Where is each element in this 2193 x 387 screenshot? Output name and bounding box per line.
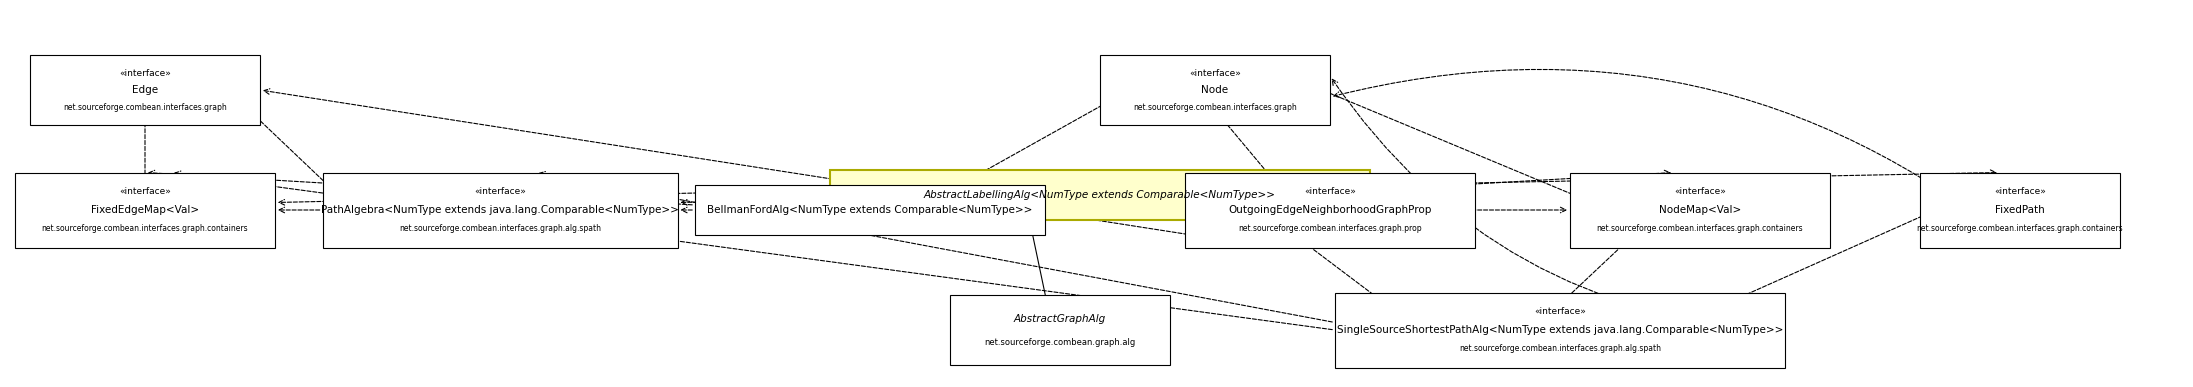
- Text: BellmanFordAlg<NumType extends Comparable<NumType>>: BellmanFordAlg<NumType extends Comparabl…: [708, 205, 1033, 215]
- Text: «interface»: «interface»: [118, 187, 171, 197]
- Bar: [1101, 55, 1329, 125]
- Text: AbstractLabellingAlg<NumType extends Comparable<NumType>>: AbstractLabellingAlg<NumType extends Com…: [923, 190, 1276, 200]
- Text: net.sourceforge.combean.graph.alg: net.sourceforge.combean.graph.alg: [985, 338, 1136, 347]
- Text: Node: Node: [1202, 85, 1228, 95]
- Text: net.sourceforge.combean.interfaces.graph.containers: net.sourceforge.combean.interfaces.graph…: [1917, 224, 2123, 233]
- Text: «interface»: «interface»: [1993, 187, 2046, 197]
- Text: net.sourceforge.combean.interfaces.graph.alg.spath: net.sourceforge.combean.interfaces.graph…: [399, 224, 601, 233]
- Bar: [1921, 173, 2121, 248]
- Text: FixedEdgeMap<Val>: FixedEdgeMap<Val>: [90, 205, 200, 215]
- Text: net.sourceforge.combean.interfaces.graph: net.sourceforge.combean.interfaces.graph: [1134, 103, 1296, 112]
- Bar: [1184, 173, 1476, 248]
- Text: AbstractGraphAlg: AbstractGraphAlg: [1013, 315, 1105, 325]
- Text: OutgoingEdgeNeighborhoodGraphProp: OutgoingEdgeNeighborhoodGraphProp: [1228, 205, 1432, 215]
- Bar: [322, 173, 678, 248]
- Text: PathAlgebra<NumType extends java.lang.Comparable<NumType>>: PathAlgebra<NumType extends java.lang.Co…: [320, 205, 680, 215]
- Text: net.sourceforge.combean.interfaces.graph.alg.spath: net.sourceforge.combean.interfaces.graph…: [1458, 344, 1660, 353]
- Bar: [1570, 173, 1829, 248]
- Text: «interface»: «interface»: [1189, 69, 1241, 78]
- Text: FixedPath: FixedPath: [1996, 205, 2044, 215]
- Text: «interface»: «interface»: [118, 69, 171, 78]
- Bar: [1336, 293, 1785, 368]
- Text: Edge: Edge: [132, 85, 158, 95]
- Text: net.sourceforge.combean.interfaces.graph: net.sourceforge.combean.interfaces.graph: [64, 103, 226, 112]
- Bar: [695, 185, 1046, 235]
- Text: «interface»: «interface»: [1535, 308, 1586, 317]
- Text: NodeMap<Val>: NodeMap<Val>: [1658, 205, 1741, 215]
- Text: «interface»: «interface»: [1673, 187, 1726, 197]
- Text: «interface»: «interface»: [1305, 187, 1355, 197]
- Bar: [829, 170, 1371, 220]
- Text: net.sourceforge.combean.interfaces.graph.containers: net.sourceforge.combean.interfaces.graph…: [42, 224, 248, 233]
- Text: net.sourceforge.combean.interfaces.graph.prop: net.sourceforge.combean.interfaces.graph…: [1239, 224, 1421, 233]
- Text: net.sourceforge.combean.interfaces.graph.containers: net.sourceforge.combean.interfaces.graph…: [1597, 224, 1803, 233]
- Bar: [31, 55, 261, 125]
- Text: «interface»: «interface»: [474, 187, 526, 197]
- Text: SingleSourceShortestPathAlg<NumType extends java.lang.Comparable<NumType>>: SingleSourceShortestPathAlg<NumType exte…: [1338, 325, 1783, 335]
- Bar: [950, 295, 1171, 365]
- Bar: [15, 173, 274, 248]
